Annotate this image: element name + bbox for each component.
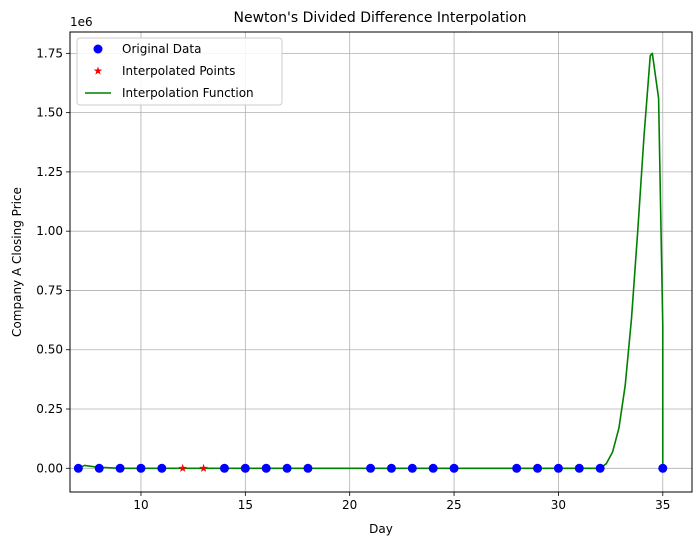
y-offset-label: 1e6 [70,15,93,29]
y-tick-label: 0.25 [36,402,63,416]
original-data-point [386,463,396,473]
original-data-point [136,463,146,473]
plot-series [73,52,668,473]
original-data-point [553,463,563,473]
legend: Original Data Interpolated Points Interpol… [76,37,283,106]
legend-handle-star [93,66,103,75]
original-data-point [407,463,417,473]
original-data-point [219,463,229,473]
interpolated-point [178,463,187,472]
y-tick-label: 1.50 [36,106,63,120]
original-data-point [261,463,271,473]
chart-title: Newton's Divided Difference Interpolatio… [234,10,527,26]
original-data-point [366,463,376,473]
x-axis-label: Day [369,522,393,536]
legend-handle-circle [93,44,103,54]
original-data-point [595,463,605,473]
original-data-point [157,463,167,473]
original-data-point [115,463,125,473]
original-data-point [303,463,313,473]
x-tick-label: 30 [551,498,566,512]
grid [70,32,692,492]
original-data-point [658,463,668,473]
original-data-point [73,463,83,473]
original-data-point [574,463,584,473]
y-axis-label: Company A Closing Price [10,187,24,337]
x-tick-label: 10 [133,498,148,512]
y-tick-label: 0.75 [36,283,63,297]
y-tick-label: 1.00 [36,224,63,238]
legend-box [76,37,283,106]
original-data-point [428,463,438,473]
ticks: 10 15 20 25 30 35 0.00 0.25 0.50 0.75 1.00 1.25 1.50… [36,46,670,512]
axes-frame [69,31,693,493]
x-tick-label: 25 [446,498,461,512]
x-tick-label: 20 [342,498,357,512]
original-data-point [94,463,104,473]
y-tick-label: 0.00 [36,461,63,475]
original-data-point [512,463,522,473]
original-data-point [282,463,292,473]
y-tick-label: 1.25 [36,165,63,179]
x-tick-label: 35 [655,498,670,512]
legend-label: Original Data [122,42,201,56]
legend-label: Interpolated Points [122,64,235,78]
original-data-point [449,463,459,473]
y-tick-label: 0.50 [36,343,63,357]
original-data-point [533,463,543,473]
y-tick-label: 1.75 [36,46,63,60]
interpolated-point [199,463,208,472]
legend-label: Interpolation Function [122,86,254,100]
original-data-point [240,463,250,473]
x-tick-label: 15 [238,498,253,512]
